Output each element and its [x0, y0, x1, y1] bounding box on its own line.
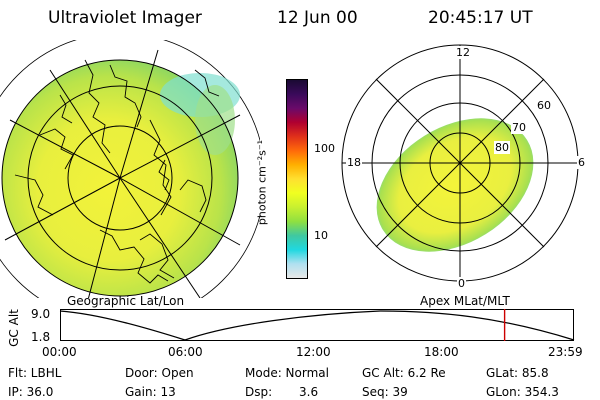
footer-gcalt: GC Alt: 6.2 Re — [362, 366, 446, 380]
left-panel-caption: Geographic Lat/Lon — [67, 294, 185, 308]
altitude-xtick-0: 00:00 — [42, 345, 77, 359]
polar-label-18: 18 — [346, 156, 362, 169]
footer-glat: GLat: 85.8 — [486, 366, 549, 380]
colorbar — [286, 79, 308, 279]
altitude-ylabel: GC Alt — [7, 309, 21, 347]
header-title: Ultraviolet Imager — [48, 8, 202, 28]
polar-label-12: 12 — [455, 46, 471, 59]
footer-seq: Seq: 39 — [362, 385, 408, 399]
footer-glon: GLon: 354.3 — [486, 385, 559, 399]
colorbar-label: photon cm⁻²s⁻¹ — [255, 139, 269, 226]
right-panel-caption: Apex MLat/MLT — [420, 294, 510, 308]
footer-dsp-label: Dsp: — [245, 385, 273, 399]
footer-dsp-value: 3.6 — [299, 385, 319, 399]
polar-lat-70: 70 — [511, 121, 527, 134]
footer-mode: Mode: Normal — [245, 366, 329, 380]
altitude-xtick-1: 06:00 — [168, 345, 203, 359]
geographic-image — [0, 40, 260, 298]
altitude-ytick-high: 9.0 — [31, 307, 51, 321]
polar-lat-60: 60 — [536, 99, 552, 112]
header-time: 20:45:17 UT — [428, 8, 533, 28]
altitude-xtick-3: 18:00 — [424, 345, 459, 359]
footer-ip: IP: 36.0 — [8, 385, 54, 399]
polar-label-6: 6 — [577, 156, 586, 169]
colorbar-tick-10: 10 — [314, 229, 328, 242]
footer-flt: Flt: LBHL — [8, 366, 62, 380]
altitude-xtick-2: 12:00 — [296, 345, 331, 359]
altitude-xtick-4: 23:59 — [548, 345, 583, 359]
polar-plot — [341, 44, 579, 282]
header-date: 12 Jun 00 — [277, 8, 358, 28]
footer-gain: Gain: 13 — [125, 385, 176, 399]
colorbar-tick-100: 100 — [314, 142, 335, 155]
footer-door: Door: Open — [125, 366, 194, 380]
altitude-plot — [59, 309, 575, 341]
altitude-ytick-low: 1.8 — [31, 330, 51, 344]
polar-label-0: 0 — [457, 277, 466, 290]
polar-lat-80: 80 — [494, 141, 510, 154]
